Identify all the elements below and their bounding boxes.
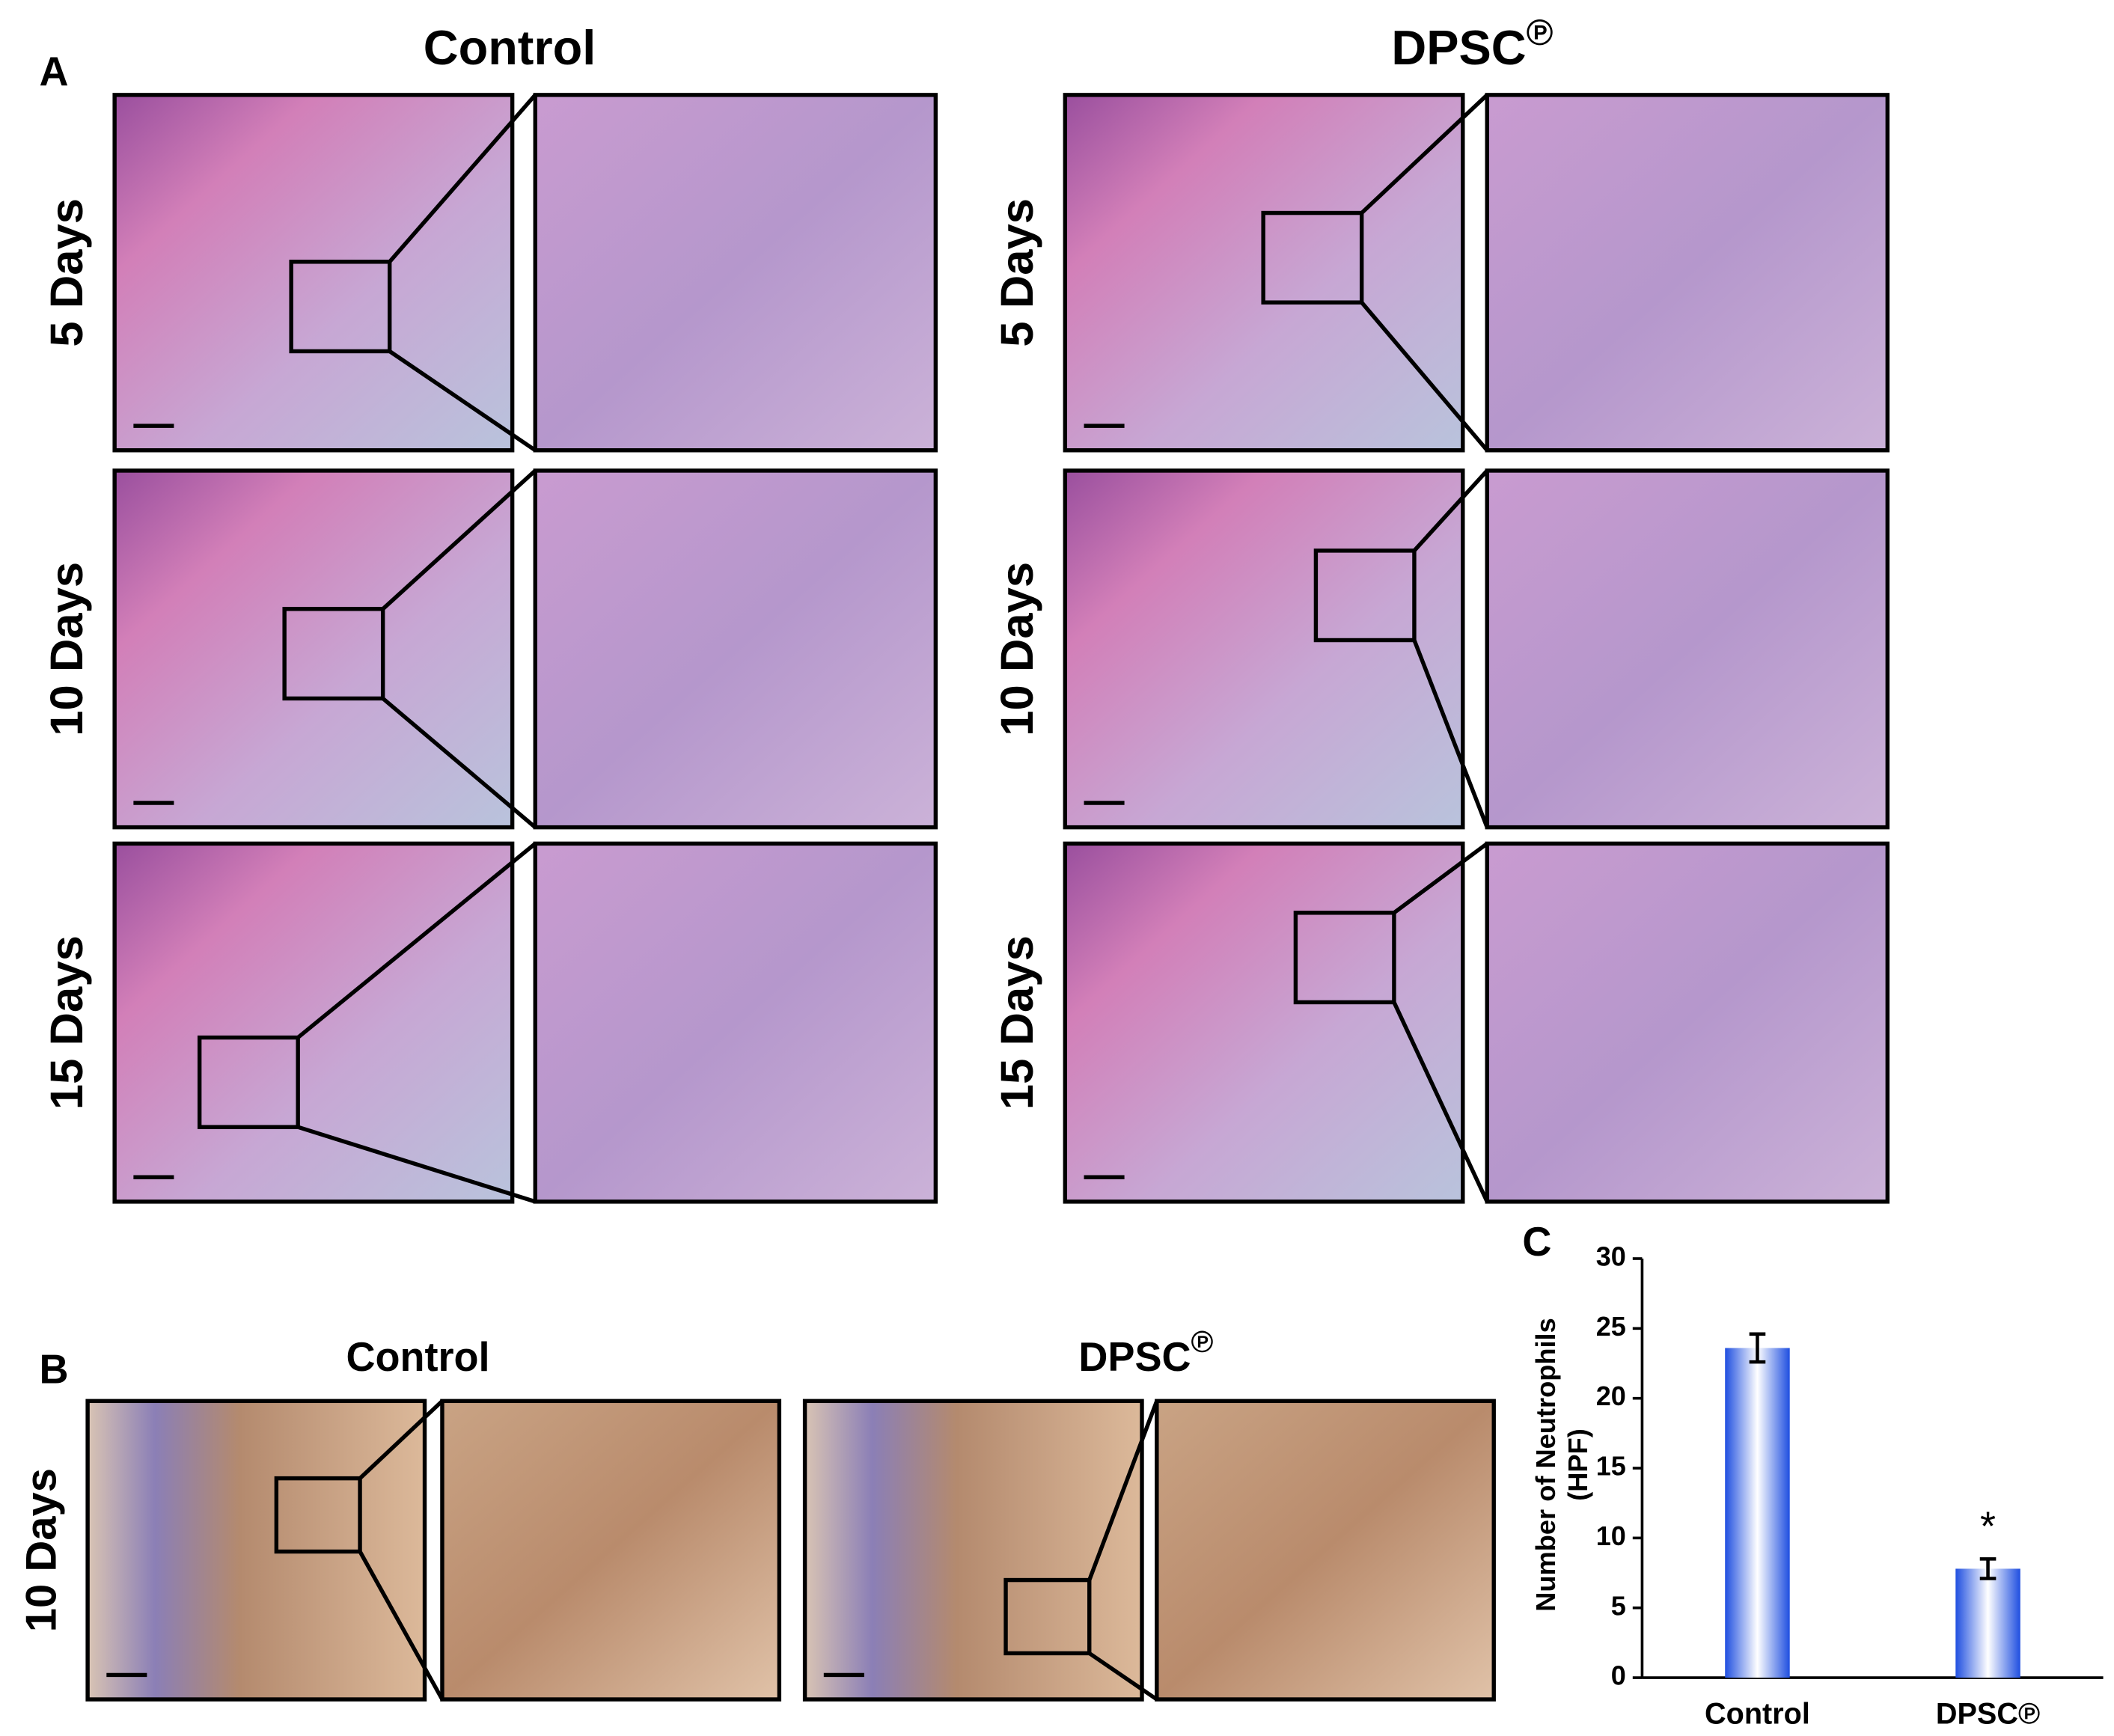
- histology-zoom: [1485, 841, 1890, 1204]
- title-text: DPSC: [1391, 20, 1526, 75]
- histology-image: [112, 93, 515, 453]
- histology-image: [1063, 841, 1465, 1204]
- x-tick-label: Control: [1705, 1697, 1810, 1730]
- histology-zoom: [440, 1399, 782, 1702]
- zoom-line: [381, 468, 537, 611]
- zoom-line: [1360, 93, 1489, 215]
- histology-zoom: [1485, 468, 1890, 830]
- zoom-line: [1360, 301, 1489, 452]
- zoom-line: [358, 1399, 444, 1480]
- inset-box: [1293, 911, 1396, 1005]
- inset-box: [1313, 548, 1417, 643]
- y-tick-label: 20: [1596, 1381, 1626, 1411]
- histology-image: [85, 1399, 427, 1702]
- zoom-line: [388, 94, 537, 263]
- histology-image: [1063, 468, 1465, 830]
- histology-zoom: [533, 93, 938, 453]
- y-tick-label: 5: [1611, 1590, 1626, 1621]
- row-label: 10 Days: [41, 562, 93, 736]
- panel-label: B: [40, 1347, 69, 1392]
- inset-box: [274, 1476, 362, 1554]
- zoom-line: [358, 1550, 445, 1701]
- histology-image: [802, 1399, 1144, 1702]
- inset-box: [1261, 210, 1364, 305]
- histology-zoom: [533, 468, 938, 830]
- row-label: 5 Days: [41, 198, 93, 347]
- zoom-line: [1393, 842, 1488, 914]
- y-tick-label: 15: [1596, 1451, 1626, 1482]
- histology-zoom: [1485, 93, 1890, 453]
- title-text: Control: [424, 20, 596, 75]
- title-text: DPSC: [1078, 1335, 1191, 1380]
- title-mark: ℗: [1527, 13, 1554, 53]
- histology-zoom: [533, 841, 938, 1204]
- inset-box: [1003, 1577, 1092, 1656]
- row-label: 15 Days: [41, 935, 93, 1110]
- y-axis-label: Number of Neutrophils: [1530, 1318, 1561, 1612]
- significance-mark: *: [1980, 1504, 1996, 1549]
- title-text: Control: [346, 1335, 489, 1380]
- zoom-line: [1412, 639, 1489, 828]
- title-mark: ℗: [1191, 1324, 1214, 1359]
- y-tick-label: 30: [1596, 1241, 1626, 1271]
- panel-title: Control: [424, 20, 596, 75]
- zoom-line: [1088, 1651, 1158, 1702]
- y-tick-label: 25: [1596, 1311, 1626, 1342]
- histology-zoom: [1155, 1399, 1496, 1702]
- panel-title: DPSC℗: [1391, 13, 1553, 75]
- panel-title: DPSC℗: [1078, 1324, 1213, 1380]
- y-tick-label: 0: [1611, 1660, 1626, 1691]
- bar: [1955, 1568, 2020, 1678]
- row-label: 10 Days: [992, 562, 1043, 736]
- row-label: 10 Days: [18, 1468, 66, 1632]
- histology-image: [112, 468, 515, 830]
- row-label: 15 Days: [992, 935, 1043, 1110]
- panel-title: Control: [346, 1335, 489, 1380]
- inset-box: [289, 260, 392, 354]
- zoom-line: [1412, 469, 1489, 552]
- inset-box: [282, 607, 385, 701]
- zoom-line: [297, 1125, 537, 1204]
- inset-box: [197, 1035, 300, 1129]
- zoom-line: [388, 349, 537, 453]
- x-tick-label: DPSC℗: [1936, 1697, 2040, 1730]
- zoom-line: [1392, 1001, 1489, 1203]
- bar: [1725, 1348, 1790, 1678]
- zoom-line: [1087, 1400, 1159, 1581]
- y-tick-label: 10: [1596, 1520, 1626, 1551]
- zoom-line: [296, 842, 537, 1039]
- zoom-line: [381, 697, 537, 829]
- panel-label: A: [40, 49, 69, 94]
- y-axis-label: (HPF): [1562, 1428, 1593, 1501]
- row-label: 5 Days: [992, 198, 1043, 347]
- panel-label: C: [1522, 1220, 1551, 1265]
